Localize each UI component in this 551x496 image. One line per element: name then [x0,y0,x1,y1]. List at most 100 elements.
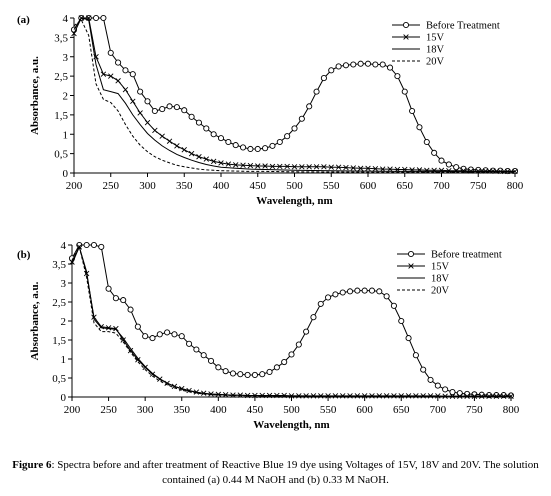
data-point-circle [237,371,244,378]
data-point-circle [368,287,376,294]
x-tick-label: 700 [433,180,450,192]
data-point-x [350,165,357,171]
data-point-circle [229,370,237,377]
x-tick-label: 350 [174,404,191,416]
chart-b: 200 250 300 350 400 450 500 550 600 650 700 750 800 0… [17,240,520,431]
y-tick-label: 2 [63,91,69,103]
data-point-circle [178,333,185,340]
data-point-circle [115,59,122,66]
caption-text: : Spectra before and after treatment of … [51,459,539,486]
y-tick-label: 2,5 [52,297,66,309]
data-point-circle [303,328,310,335]
data-point-circle [310,314,317,321]
data-point-x [120,337,126,343]
data-point-circle [449,389,456,396]
data-point-circle [401,88,408,95]
data-point-circle [332,291,339,298]
data-point-x [240,162,246,168]
data-point-x [210,158,217,165]
data-point-x [321,164,327,170]
y-tick-label: 0,5 [54,149,68,161]
x-tick-label: 550 [320,404,337,416]
y-tick-label: 3,5 [54,32,68,44]
series-line-x-markers [73,17,515,172]
data-point-x [142,364,148,371]
data-point-circle [288,351,295,358]
data-point-x [277,163,283,170]
x-tick-label: 350 [176,180,193,192]
data-point-circle [164,329,171,336]
data-point-x [218,160,224,166]
data-point-x [284,163,290,170]
data-point-x [335,164,342,170]
data-point-circle [210,131,217,138]
data-point-circle [409,107,416,115]
data-point-x [100,71,107,77]
legend-label: 18V [431,274,450,285]
data-point-x [291,164,298,170]
data-point-circle [203,125,210,132]
data-point-x [365,165,371,172]
data-point-circle [98,243,105,250]
legend-label: 20V [431,286,450,297]
data-point-circle [335,63,342,70]
data-point-circle [420,366,427,373]
x-tick-label: 550 [323,180,340,192]
x-tick-label: 750 [470,180,487,192]
series-line-solid [73,17,515,173]
data-point-x [269,163,276,170]
data-point-circle [207,357,215,364]
legend-marker-circle [407,250,415,258]
data-point-x [105,325,112,331]
legend-label: 20V [426,57,445,68]
data-point-x [357,165,364,172]
data-point-circle [427,376,434,383]
data-point-circle [259,371,266,378]
data-point-circle [159,106,166,113]
data-point-circle [281,358,288,366]
data-point-circle [171,331,178,338]
data-point-circle [485,392,493,399]
x-tick-label: 200 [64,404,81,416]
data-point-x [387,166,393,172]
data-point-circle [273,364,280,371]
data-point-circle [195,119,202,126]
data-point-circle [156,331,163,338]
x-tick-label: 450 [250,180,267,192]
data-point-circle [244,371,251,379]
data-point-circle [215,364,222,371]
data-point-circle [350,61,357,68]
x-axis-title: Wavelength, nm [253,419,329,431]
series-line-dashed [71,245,511,397]
data-point-x [232,162,239,168]
data-point-circle [186,340,193,347]
y-tick-label: 1,5 [52,335,66,347]
data-point-circle [266,368,273,375]
y-axis-title: Absorbance, a.u. [29,56,41,135]
data-point-circle [222,368,229,375]
legend-label: Before Treatment [426,21,500,32]
x-tick-label: 500 [283,404,300,416]
data-point-x [71,30,77,37]
data-point-x [188,150,195,157]
series-line-dashed [73,19,515,173]
data-point-circle [306,103,313,110]
x-tick-label: 600 [356,404,373,416]
data-point-x [137,110,143,116]
data-point-circle [254,145,261,153]
y-tick-label: 0 [63,168,69,180]
data-point-circle [291,125,298,132]
data-point-x [299,164,305,170]
data-point-circle [188,113,195,120]
y-axis-title: Absorbance, a.u. [29,281,41,360]
figure-caption: Figure 6: Spectra before and after treat… [10,458,541,488]
data-point-circle [394,73,401,80]
y-tick-label: 4 [63,13,69,25]
data-point-circle [251,371,258,379]
data-point-circle [376,288,383,295]
data-point-x [144,119,151,126]
data-point-circle [325,294,332,301]
data-point-circle [412,352,419,359]
y-tick-label: 3,5 [52,259,66,271]
x-tick-label: 650 [393,404,410,416]
